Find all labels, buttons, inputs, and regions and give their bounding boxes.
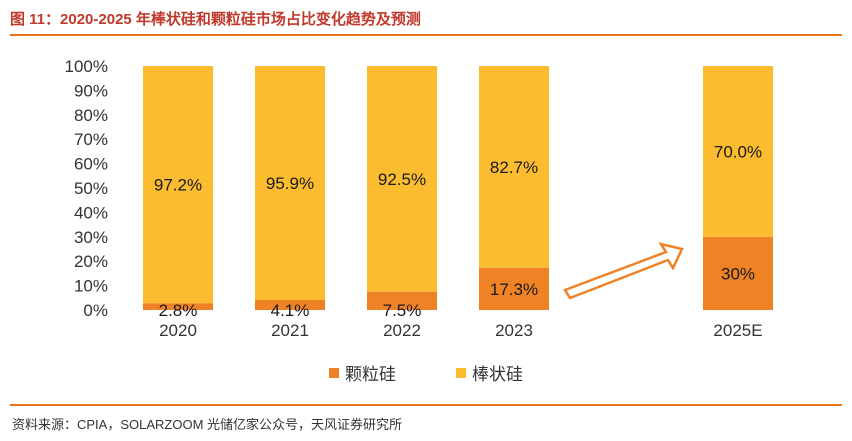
y-axis: 0% 10% 20% 30% 40% 50% 60% 70% 80% 90% 100% [65, 57, 108, 320]
title-divider [10, 34, 842, 36]
y-tick-label: 60% [74, 155, 108, 174]
footer-divider [10, 404, 842, 406]
data-label: 4.1% [271, 301, 310, 320]
legend-swatch-rod [456, 367, 466, 378]
bar-segment [479, 66, 549, 268]
y-tick-label: 70% [74, 130, 108, 149]
legend-item-rod: 棒状硅 [456, 360, 523, 385]
data-label: 7.5% [383, 301, 422, 320]
bar-segment [367, 291, 437, 310]
data-label: 97.2% [154, 176, 202, 195]
data-label: 17.3% [490, 280, 538, 299]
y-tick-label: 40% [74, 203, 108, 222]
x-tick-label: 2021 [271, 321, 309, 340]
x-tick-label: 2020 [159, 321, 197, 340]
legend-item-granular: 颗粒硅 [329, 360, 396, 385]
chart-title: 图 11：2020-2025 年棒状硅和颗粒硅市场占比变化趋势及预测 [10, 11, 421, 28]
data-label: 82.7% [490, 158, 538, 177]
y-tick-label: 90% [74, 81, 108, 100]
bar-segment [255, 66, 325, 300]
data-label: 95.9% [266, 174, 314, 193]
bar-segment [479, 267, 549, 310]
source-note: 资料来源：CPIA，SOLARZOOM 光储亿家公众号，天风证券研究所 [12, 417, 403, 432]
y-tick-label: 100% [65, 57, 108, 76]
bar-segment [143, 303, 213, 310]
y-tick-label: 80% [74, 106, 108, 125]
x-tick-label: 2023 [495, 321, 533, 340]
legend-swatch-granular [329, 367, 339, 378]
bar-segment [143, 66, 213, 304]
data-label: 2.8% [159, 301, 198, 320]
y-tick-label: 10% [74, 277, 108, 296]
x-tick-label: 2022 [383, 321, 421, 340]
bar-segment [703, 66, 773, 237]
trend-arrow-icon [563, 242, 684, 300]
data-label: 92.5% [378, 170, 426, 189]
legend-label-granular: 颗粒硅 [345, 365, 396, 384]
x-tick-label: 2025E [713, 321, 762, 340]
data-label: 30% [721, 264, 755, 283]
trend-arrow [563, 242, 684, 300]
data-label: 70.0% [714, 142, 762, 161]
bar-segment [703, 236, 773, 310]
y-tick-label: 50% [74, 179, 108, 198]
bar-segment [367, 66, 437, 292]
stacked-bar-chart: 0% 10% 20% 30% 40% 50% 60% 70% 80% 90% 100% 97.2% 2… [65, 57, 773, 340]
bar-segment [255, 299, 325, 310]
legend-label-rod: 棒状硅 [472, 365, 523, 384]
legend: 颗粒硅 棒状硅 [0, 360, 852, 385]
x-axis: 2020 2021 2022 2023 2025E [159, 321, 763, 340]
bars: 97.2% 2.8% 95.9% 4.1% 92.5% 7.5% 82.7% 17.3% 70.… [143, 66, 773, 320]
y-tick-label: 0% [83, 301, 108, 320]
y-tick-label: 30% [74, 228, 108, 247]
y-tick-label: 20% [74, 252, 108, 271]
